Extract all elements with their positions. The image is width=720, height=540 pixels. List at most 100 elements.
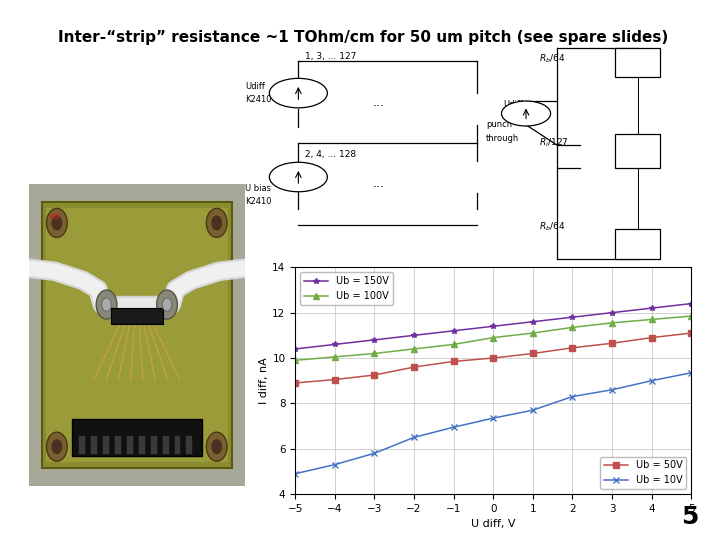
- Ub = 150V: [449, 328, 458, 334]
- Bar: [150, 435, 157, 454]
- Text: K2410: K2410: [504, 113, 530, 123]
- Text: ...: ...: [373, 96, 384, 109]
- Bar: [174, 435, 181, 454]
- Text: $R_i$/127: $R_i$/127: [539, 136, 570, 149]
- Circle shape: [47, 208, 67, 238]
- Ub = 100V: [528, 330, 537, 336]
- Circle shape: [212, 215, 222, 231]
- Ub = 150V: [687, 300, 696, 307]
- Ub = 50V: [608, 340, 616, 347]
- Bar: [42, 202, 232, 468]
- Circle shape: [102, 298, 112, 311]
- Ub = 50V: [330, 376, 339, 383]
- Ub = 150V: [489, 323, 498, 329]
- Ub = 50V: [370, 372, 379, 378]
- Circle shape: [52, 215, 62, 231]
- Text: 1, 3, ... 127: 1, 3, ... 127: [305, 52, 356, 61]
- Text: $R_b$/64: $R_b$/64: [539, 220, 566, 233]
- Ub = 150V: [330, 341, 339, 348]
- Text: punch: punch: [486, 120, 512, 129]
- Ub = 50V: [489, 355, 498, 361]
- Circle shape: [269, 78, 328, 108]
- Circle shape: [207, 208, 227, 238]
- Circle shape: [47, 432, 67, 461]
- Ub = 150V: [528, 319, 537, 325]
- Circle shape: [157, 290, 177, 319]
- Circle shape: [212, 439, 222, 454]
- Circle shape: [269, 163, 328, 192]
- Ub = 10V: [370, 450, 379, 456]
- Circle shape: [501, 101, 551, 126]
- Bar: [616, 48, 660, 77]
- Text: through: through: [486, 134, 519, 143]
- Ub = 50V: [410, 364, 418, 370]
- Bar: [126, 435, 133, 454]
- Text: 5: 5: [681, 505, 698, 529]
- Ub = 150V: [608, 309, 616, 316]
- Bar: [91, 435, 97, 454]
- Bar: [111, 308, 163, 324]
- Legend: Ub = 50V, Ub = 10V: Ub = 50V, Ub = 10V: [600, 457, 686, 489]
- Ub = 100V: [489, 334, 498, 341]
- Ub = 50V: [291, 380, 300, 386]
- Ub = 10V: [687, 369, 696, 376]
- Bar: [185, 435, 192, 454]
- Ub = 150V: [647, 305, 656, 312]
- Ub = 100V: [410, 346, 418, 352]
- Bar: [114, 435, 121, 454]
- Bar: [102, 435, 109, 454]
- Ub = 10V: [568, 393, 577, 400]
- Ub = 50V: [449, 358, 458, 365]
- Line: Ub = 100V: Ub = 100V: [292, 313, 694, 363]
- Ub = 100V: [449, 341, 458, 348]
- Text: U bias: U bias: [245, 184, 271, 193]
- Ub = 150V: [410, 332, 418, 339]
- Text: Udiff: Udiff: [504, 100, 523, 109]
- Ub = 100V: [687, 313, 696, 319]
- Text: Udiff: Udiff: [245, 82, 265, 91]
- Circle shape: [96, 290, 117, 319]
- Bar: [72, 420, 202, 456]
- Ub = 100V: [291, 357, 300, 363]
- Ub = 10V: [330, 461, 339, 468]
- Ub = 150V: [370, 336, 379, 343]
- Bar: [46, 208, 228, 462]
- X-axis label: U diff, V: U diff, V: [471, 519, 516, 529]
- Ub = 50V: [647, 334, 656, 341]
- Bar: [161, 435, 168, 454]
- Ub = 10V: [449, 424, 458, 430]
- Ub = 10V: [528, 407, 537, 414]
- Line: Ub = 50V: Ub = 50V: [292, 330, 694, 386]
- Bar: [78, 435, 86, 454]
- Ub = 50V: [528, 350, 537, 357]
- Line: Ub = 150V: Ub = 150V: [292, 301, 694, 352]
- Text: K2410: K2410: [245, 95, 271, 104]
- Ub = 10V: [410, 434, 418, 441]
- Bar: [616, 229, 660, 259]
- Text: $R_b$/64: $R_b$/64: [539, 52, 566, 65]
- Ub = 10V: [647, 377, 656, 384]
- Ub = 100V: [608, 320, 616, 326]
- Ub = 150V: [568, 314, 577, 320]
- Bar: [138, 435, 145, 454]
- Circle shape: [52, 439, 62, 454]
- Y-axis label: I diff, nA: I diff, nA: [259, 357, 269, 404]
- Text: Inter-“strip” resistance ~1 TOhm/cm for 50 um pitch (see spare slides): Inter-“strip” resistance ~1 TOhm/cm for …: [58, 30, 668, 45]
- Ub = 50V: [687, 330, 696, 336]
- Bar: [616, 134, 660, 168]
- Circle shape: [207, 432, 227, 461]
- Circle shape: [162, 298, 172, 311]
- Ub = 100V: [370, 350, 379, 357]
- Ub = 150V: [291, 346, 300, 352]
- Ub = 100V: [568, 324, 577, 330]
- Ub = 50V: [568, 345, 577, 351]
- Text: K2410: K2410: [245, 197, 271, 206]
- Text: A5: A5: [50, 214, 60, 220]
- Line: Ub = 10V: Ub = 10V: [292, 370, 694, 476]
- Ub = 10V: [291, 470, 300, 477]
- Ub = 10V: [489, 415, 498, 421]
- Ub = 100V: [647, 316, 656, 323]
- Text: 2, 4, ... 128: 2, 4, ... 128: [305, 150, 356, 159]
- Ub = 10V: [608, 387, 616, 393]
- Text: ...: ...: [373, 177, 384, 190]
